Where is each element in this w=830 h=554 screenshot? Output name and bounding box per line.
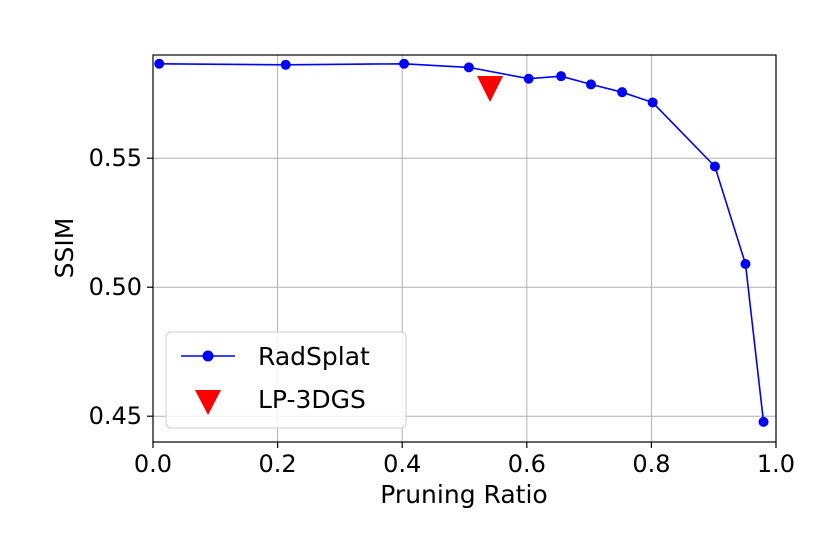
lp3dgs-point: [477, 76, 504, 103]
radsplat-point: [617, 87, 628, 98]
radsplat-point: [463, 62, 474, 73]
x-tick-label: 0.6: [508, 450, 546, 478]
radsplat-point: [399, 58, 410, 69]
y-tick-label: 0.45: [89, 402, 142, 430]
legend: RadSplat LP-3DGS: [165, 331, 407, 429]
radsplat-point: [758, 416, 769, 427]
y-ticks: 0.45 0.50 0.55: [89, 144, 153, 430]
legend-radsplat-marker: [202, 350, 214, 362]
radsplat-point: [740, 258, 751, 269]
y-tick-label: 0.55: [89, 144, 142, 172]
legend-lp3dgs-marker: [195, 390, 221, 415]
legend-label-radsplat: RadSplat: [258, 342, 370, 371]
radsplat-points: [154, 58, 769, 427]
radsplat-point: [585, 79, 596, 90]
radsplat-point: [709, 161, 720, 172]
y-axis-title: SSIM: [50, 218, 79, 279]
radsplat-point: [647, 97, 658, 108]
y-tick-label: 0.50: [89, 273, 142, 301]
plot-frame: [152, 54, 777, 443]
x-tick-label: 0.2: [259, 450, 297, 478]
radsplat-point: [556, 71, 567, 82]
x-tick-label: 0.4: [383, 450, 421, 478]
series-lp3dgs: [477, 76, 504, 103]
radsplat-point: [523, 73, 534, 84]
x-ticks: 0.0 0.2 0.4 0.6 0.8 1.0: [134, 442, 795, 478]
radsplat-point: [154, 58, 165, 69]
radsplat-line: [159, 62, 765, 422]
x-tick-label: 1.0: [757, 450, 795, 478]
x-axis-title: Pruning Ratio: [380, 480, 547, 509]
radsplat-point: [280, 59, 291, 70]
x-tick-label: 0.0: [134, 450, 172, 478]
x-tick-label: 0.8: [632, 450, 670, 478]
series-radsplat: [154, 58, 769, 427]
legend-label-lp3dgs: LP-3DGS: [258, 385, 366, 414]
